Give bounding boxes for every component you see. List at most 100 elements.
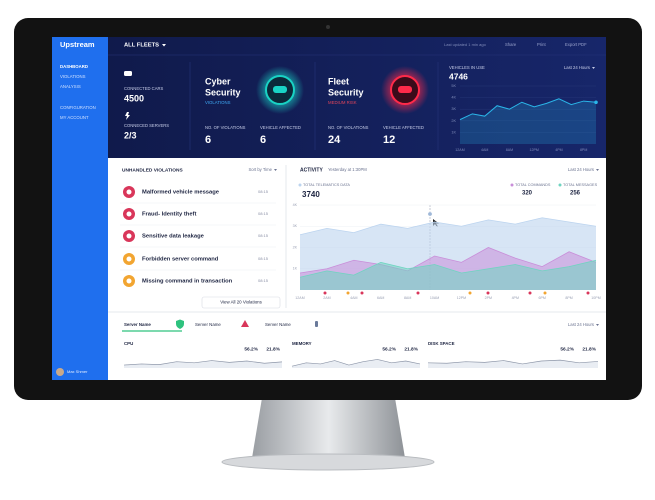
area-fill	[460, 98, 596, 144]
metric-label: CPU	[124, 341, 133, 346]
violation-time: 08:15	[258, 256, 269, 261]
sidebar	[52, 37, 108, 380]
y-tick-label: 4K	[451, 96, 456, 100]
event-marker	[486, 291, 490, 295]
metric-value: 21.8%	[582, 346, 596, 352]
violation-name: Forbidden server command	[142, 257, 219, 263]
range-selector: Last 24 Hours	[564, 65, 590, 70]
menu-item: MY ACCOUNT	[60, 115, 89, 120]
stat-label: VEHICLE AFFECTED	[383, 125, 424, 130]
stat-label: NO. OF VIOLATIONS	[328, 125, 369, 130]
severity-icon-inner	[126, 278, 132, 284]
event-marker	[586, 291, 590, 295]
block-status: VIOLATIONS	[205, 100, 231, 105]
logo: Upstream	[60, 40, 95, 49]
x-tick-label: 12AM	[455, 148, 464, 152]
total-value: 3740	[302, 190, 320, 199]
y-tick-label: 1K	[293, 267, 298, 271]
legend-dot	[298, 183, 302, 187]
y-tick-label: 3K	[293, 224, 298, 228]
x-tick-label: 12PM	[529, 148, 538, 152]
menu-item: ANALYSIS	[60, 84, 81, 89]
area-line	[299, 247, 597, 274]
stat-value: 6	[260, 134, 266, 146]
x-tick-label: 8PM	[580, 148, 587, 152]
event-marker	[543, 291, 547, 295]
metric-label: DISK SPACE	[428, 341, 455, 346]
y-tick-label: 2K	[293, 245, 298, 249]
panel-title: UNHANDLED VIOLATIONS	[122, 167, 183, 173]
stat-value: 4746	[449, 71, 468, 81]
metric-value: 21.8%	[266, 346, 280, 352]
sort-selector: Sort by Time	[248, 167, 272, 172]
violation-name: Fraud- Identity theft	[142, 212, 196, 218]
stat-label: CONNECED SERVERS	[124, 123, 169, 128]
stand-base	[221, 453, 435, 471]
x-tick-label: 2PM	[485, 296, 492, 300]
metric-label: MEMORY	[292, 341, 312, 346]
legend-label: TOTAL MESSAGES	[563, 183, 598, 187]
cyber-car	[273, 86, 287, 93]
y-tick-label: 4K	[293, 203, 298, 207]
sparkline-fill	[292, 359, 420, 368]
fleet-selector: ALL FLEETS	[124, 43, 159, 49]
severity-icon-inner	[126, 233, 132, 239]
menu-item: VIOLATIONS	[60, 74, 86, 79]
block-title: Security	[328, 87, 364, 97]
view-all-label: View All 20 Violations	[220, 300, 262, 305]
view-all-button[interactable]	[201, 296, 281, 309]
shield-icon	[176, 319, 184, 329]
point	[594, 100, 598, 105]
x-tick-label: 4PM	[512, 296, 519, 300]
stat-value: 2/3	[124, 130, 137, 140]
warning-icon	[241, 320, 249, 327]
legend-dot	[558, 183, 562, 187]
y-tick-label: 1K	[451, 130, 456, 134]
print: Print	[537, 42, 546, 47]
violation-time: 08:15	[258, 233, 269, 238]
total-value: 256	[570, 191, 581, 197]
severity-icon-inner	[126, 256, 132, 262]
range-selector: Last 24 Hours	[568, 322, 594, 327]
panel-subtitle: Yesterday at 1:30PM	[328, 167, 367, 172]
server-tab: Server Name	[124, 322, 151, 327]
violation-name: Sensitive data leakage	[142, 234, 205, 240]
event-marker	[323, 291, 327, 295]
violation-name: Missing command in transaction	[142, 279, 233, 285]
violation-time: 08:15	[258, 278, 269, 283]
stat-value: 6	[205, 134, 211, 146]
x-tick-label: 8PM	[565, 296, 572, 300]
x-tick-label: 12PM	[457, 296, 466, 300]
user-name: Max Shmer	[67, 369, 88, 374]
avatar	[56, 368, 64, 376]
dropdown-arrow	[592, 67, 595, 69]
metric-value: 56.2%	[382, 346, 396, 352]
x-tick-label: 2AM	[323, 296, 330, 300]
sparkline	[123, 360, 283, 366]
x-tick-label: 4PM	[555, 148, 562, 152]
area-line	[299, 259, 597, 278]
bolt-icon	[125, 112, 130, 120]
y-tick-label: 3K	[451, 107, 456, 111]
server-tab: Server Name	[265, 322, 291, 327]
camera	[326, 25, 330, 29]
stand-neck	[252, 398, 405, 458]
stat-value: 4500	[124, 93, 144, 103]
block-title: Fleet	[328, 76, 349, 86]
event-marker	[468, 291, 472, 295]
event-marker	[360, 291, 364, 295]
violation-name: Malformed vehicle message	[142, 190, 220, 196]
block-title: Cyber	[205, 76, 231, 86]
violation-time: 08:15	[258, 211, 269, 216]
sparkline-fill	[124, 360, 282, 368]
block-title: Security	[205, 87, 241, 97]
panel-title: ACTIVITY	[300, 167, 323, 173]
menu-item: DASHBOARD	[60, 64, 88, 69]
server-icon	[315, 321, 318, 327]
export-pdf: Export PDF	[565, 42, 587, 47]
sparkline	[291, 359, 421, 367]
stat-label: CONNECTED CARS	[124, 86, 164, 91]
stat-label: VEHICLE AFFECTED	[260, 125, 301, 130]
legend-dot	[510, 183, 514, 187]
